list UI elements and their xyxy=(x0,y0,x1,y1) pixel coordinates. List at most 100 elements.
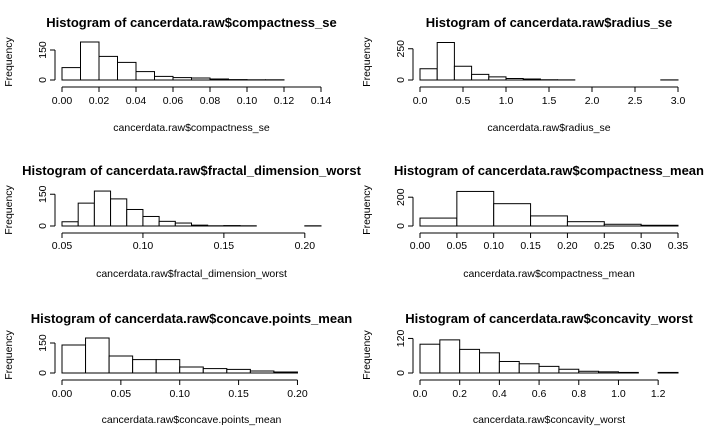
histogram-panel: Histogram of cancerdata.raw$compactness_… xyxy=(361,163,704,280)
y-tick-label: 0 xyxy=(37,370,49,376)
chart-title: Histogram of cancerdata.raw$concavity_wo… xyxy=(405,311,693,326)
x-tick-label: 0.30 xyxy=(631,240,652,252)
x-tick-label: 0.14 xyxy=(311,95,332,107)
histogram-bar xyxy=(98,55,118,81)
histogram-bar xyxy=(135,71,155,81)
histogram-panel: Histogram of cancerdata.raw$fractal_dime… xyxy=(3,163,362,280)
histogram-bar xyxy=(530,215,568,227)
histogram-bar xyxy=(471,73,490,81)
x-tick-label: 0.05 xyxy=(111,388,132,400)
histogram-bar xyxy=(558,368,580,374)
histogram-bar xyxy=(191,224,209,227)
histogram-bar xyxy=(179,366,204,374)
histogram-bar xyxy=(249,370,275,374)
x-tick-label: 0.0 xyxy=(413,388,428,400)
x-tick-label: 0.00 xyxy=(52,388,73,400)
x-tick-label: 2.0 xyxy=(585,95,600,107)
y-axis-label: Frequency xyxy=(361,184,373,234)
histogram-bar xyxy=(419,343,441,374)
histogram-bar xyxy=(191,77,211,81)
histogram-bar xyxy=(85,337,110,374)
x-tick-label: 0.4 xyxy=(492,388,507,400)
y-tick-label: 150 xyxy=(37,185,49,203)
histogram-bar xyxy=(493,203,532,227)
histogram-bar xyxy=(174,222,192,227)
chart-title: Histogram of cancerdata.raw$compactness_… xyxy=(394,163,704,178)
x-tick-label: 3.0 xyxy=(671,95,686,107)
y-tick-label: 250 xyxy=(395,40,407,58)
histogram-bar xyxy=(640,224,679,227)
histogram-bar xyxy=(209,78,229,81)
y-tick-label: 150 xyxy=(37,41,49,59)
histogram-bar xyxy=(142,215,160,227)
x-axis-label: cancerdata.raw$radius_se xyxy=(487,122,610,134)
histogram-bar xyxy=(154,75,174,81)
y-axis-label: Frequency xyxy=(3,184,15,234)
histogram-bar xyxy=(273,371,298,374)
x-tick-label: 0.08 xyxy=(200,95,221,107)
x-tick-label: 0.10 xyxy=(170,388,191,400)
histogram-bar xyxy=(202,368,228,374)
x-tick-label: 0.15 xyxy=(520,240,541,252)
histogram-bar xyxy=(598,371,619,374)
chart-title: Histogram of cancerdata.raw$radius_se xyxy=(426,15,672,30)
histogram-panel: Histogram of cancerdata.raw$radius_se 0.0… xyxy=(361,15,685,134)
histogram-bar xyxy=(61,67,81,81)
histogram-bar xyxy=(456,190,495,227)
histogram-bar xyxy=(80,41,100,81)
histogram-bar xyxy=(172,77,192,81)
x-tick-label: 0.25 xyxy=(594,240,615,252)
x-tick-label: 0.00 xyxy=(52,95,73,107)
histogram-bar xyxy=(110,198,128,227)
histogram-bar xyxy=(488,76,507,81)
histogram-panel: Histogram of cancerdata.raw$compactness_… xyxy=(3,15,337,134)
chart-title: Histogram of cancerdata.raw$concave.poin… xyxy=(31,311,353,326)
histogram-bar xyxy=(158,220,176,227)
histogram-bar xyxy=(603,223,642,227)
x-tick-label: 0.04 xyxy=(126,95,147,107)
x-tick-label: 0.15 xyxy=(228,388,249,400)
x-tick-label: 1.5 xyxy=(542,95,557,107)
x-tick-label: 2.5 xyxy=(628,95,643,107)
y-axis-label: Frequency xyxy=(361,329,373,379)
histogram-bar xyxy=(419,68,438,81)
x-tick-label: 0.2 xyxy=(452,388,467,400)
histogram-panel: Histogram of cancerdata.raw$concave.poin… xyxy=(3,311,352,426)
histogram-bar xyxy=(419,217,458,227)
x-tick-label: 0.10 xyxy=(237,95,258,107)
x-tick-label: 0.20 xyxy=(557,240,578,252)
histogram-bar xyxy=(61,221,79,227)
chart-title: Histogram of cancerdata.raw$compactness_… xyxy=(46,15,336,30)
x-tick-label: 1.0 xyxy=(611,388,626,400)
x-axis-label: cancerdata.raw$concavity_worst xyxy=(473,414,625,426)
y-tick-label: 0 xyxy=(37,223,49,229)
x-axis-label: cancerdata.raw$fractal_dimension_worst xyxy=(96,268,287,280)
histogram-bar xyxy=(617,371,639,374)
y-tick-label: 0 xyxy=(37,77,49,83)
x-tick-label: 0.12 xyxy=(274,95,295,107)
y-tick-label: 0 xyxy=(395,370,407,376)
y-axis-label: Frequency xyxy=(361,36,373,86)
x-tick-label: 0.10 xyxy=(133,240,154,252)
histogram-bar xyxy=(436,42,455,81)
histogram-bar xyxy=(459,348,481,374)
x-tick-label: 0.06 xyxy=(163,95,184,107)
histogram-bar xyxy=(132,359,157,374)
x-axis-label: cancerdata.raw$compactness_mean xyxy=(463,268,635,280)
histogram-bar xyxy=(538,365,560,374)
x-tick-label: 0.6 xyxy=(532,388,547,400)
x-tick-label: 0.05 xyxy=(52,240,73,252)
histogram-bar xyxy=(453,65,473,81)
chart-title: Histogram of cancerdata.raw$fractal_dime… xyxy=(22,163,362,178)
histogram-bar xyxy=(505,78,524,81)
histogram-bar xyxy=(518,363,540,374)
histogram-bar xyxy=(126,208,144,227)
histogram-bar xyxy=(117,61,137,81)
histogram-bar xyxy=(226,368,251,374)
y-axis-label: Frequency xyxy=(3,329,15,379)
histogram-panel: Histogram of cancerdata.raw$concavity_wo… xyxy=(361,311,693,426)
histogram-bar xyxy=(522,78,541,81)
x-tick-label: 1.0 xyxy=(499,95,514,107)
histogram-bar xyxy=(155,359,181,374)
